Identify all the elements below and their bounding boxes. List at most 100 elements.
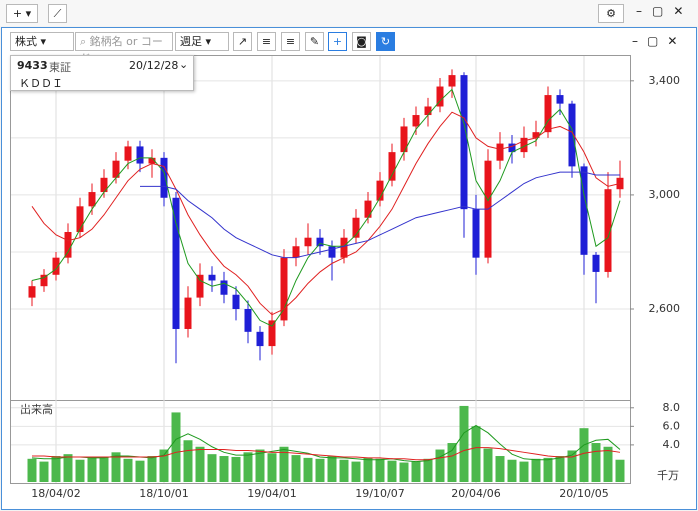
add-button[interactable]: + ▾: [6, 4, 38, 23]
volume-unit: 千万: [657, 469, 679, 482]
x-tick-label: 20/04/06: [451, 487, 500, 500]
volume-bar: [375, 458, 385, 482]
volume-bar: [531, 458, 541, 482]
volume-bar: [207, 454, 217, 482]
moving-average: [140, 171, 620, 259]
candle-body: [64, 231, 72, 258]
volume-bar: [339, 459, 349, 482]
candle-body: [580, 166, 588, 255]
volume-bar: [399, 462, 409, 482]
moving-average: [31, 88, 621, 327]
type-text: 株式: [15, 35, 37, 48]
volume-bar: [471, 426, 481, 482]
candle-body: [352, 217, 360, 238]
collapse[interactable]: ⌄: [179, 58, 189, 71]
candle-body: [112, 160, 120, 178]
volume-bar: [567, 450, 577, 482]
y-tick-label: 8.0: [663, 401, 681, 414]
volume-bar: [459, 405, 469, 482]
x-tick-label: 19/04/01: [247, 487, 296, 500]
candle-body: [136, 146, 144, 164]
y-tick-label: 3,000: [649, 188, 681, 201]
volume-bar: [447, 443, 457, 482]
volume-bar: [315, 458, 325, 482]
volume-bar: [99, 456, 109, 482]
tool-cross[interactable]: +: [328, 32, 347, 51]
candle-body: [604, 189, 612, 272]
volume-bar: [267, 453, 277, 482]
tool-trend[interactable]: ↗: [233, 32, 252, 51]
panel-controls[interactable]: –▢✕: [632, 34, 687, 48]
volume-bar: [495, 456, 505, 482]
candle-body: [424, 106, 432, 116]
search-box[interactable]: ⌕ 銘柄名 or コード: [75, 32, 173, 65]
volume-bar: [579, 428, 589, 482]
plot-layer: 18/04/02 18/10/01 19/04/01 19/10/07 20/04/06…: [11, 56, 680, 500]
volume-bar: [147, 456, 157, 482]
period-select[interactable]: 週足 ▾: [175, 32, 229, 51]
tool-camera[interactable]: ◙: [352, 32, 371, 51]
volume-bar: [543, 457, 553, 482]
volume-bar: [327, 456, 337, 482]
period-text: 週足: [180, 35, 202, 48]
volume-bar: [231, 456, 241, 482]
volume-bar: [603, 446, 613, 482]
candle-body: [568, 103, 576, 167]
code: 9433: [17, 59, 48, 72]
candle-body: [592, 254, 600, 272]
x-tick-label: 18/04/02: [31, 487, 80, 500]
candle-body: [280, 257, 288, 321]
candle-body: [124, 146, 132, 161]
x-tick-label: 20/10/05: [559, 487, 608, 500]
type-select[interactable]: 株式 ▾: [10, 32, 74, 51]
info-box: 9433 東証 20/12/28 ⌄ ＫＤＤＩ: [10, 55, 194, 91]
candle-body: [460, 75, 468, 210]
volume-bar: [363, 457, 373, 482]
volume-bar: [63, 454, 73, 482]
candle-body: [172, 197, 180, 329]
tool-right[interactable]: ≡: [281, 32, 300, 51]
volume-bar: [435, 449, 445, 482]
settings-button[interactable]: ⚙: [598, 4, 624, 23]
tool-pen[interactable]: ✎: [305, 32, 324, 51]
volume-bar: [159, 449, 169, 482]
volume-bar: [111, 452, 121, 482]
date: 20/12/28: [129, 59, 179, 72]
y-tick-label: 4.0: [663, 438, 681, 451]
volume-bar: [27, 458, 37, 482]
tool-left[interactable]: ≡: [257, 32, 276, 51]
candle-body: [448, 75, 456, 87]
chart-button[interactable]: ⟋: [48, 4, 67, 23]
tool-refresh[interactable]: ↻: [376, 32, 395, 51]
moving-average: [31, 111, 621, 316]
window-controls[interactable]: –▢✕: [636, 4, 694, 18]
candle-body: [376, 180, 384, 201]
candle-body: [292, 246, 300, 258]
candle-body: [412, 115, 420, 127]
candle-body: [520, 137, 528, 153]
candle-body: [196, 274, 204, 298]
candle-body: [400, 126, 408, 153]
volume-bar: [171, 412, 181, 482]
volume-bar: [303, 457, 313, 482]
candle-body: [304, 237, 312, 247]
volume-bar: [39, 461, 49, 482]
candle-body: [508, 143, 516, 153]
volume-bar: [75, 459, 85, 482]
candle-body: [436, 86, 444, 107]
candle-body: [256, 331, 264, 347]
candle-body: [328, 246, 336, 258]
volume-bar: [507, 459, 517, 482]
volume-bar: [195, 446, 205, 482]
volume-title: 出来高: [20, 402, 53, 416]
candle-body: [100, 177, 108, 193]
volume-bar: [519, 461, 529, 482]
volume-bar: [51, 456, 61, 482]
volume-bar: [387, 460, 397, 482]
candle-body: [340, 237, 348, 258]
volume-bar: [255, 449, 265, 482]
candle-body: [268, 320, 276, 347]
candle-body: [364, 200, 372, 218]
volume-bar: [291, 455, 301, 482]
